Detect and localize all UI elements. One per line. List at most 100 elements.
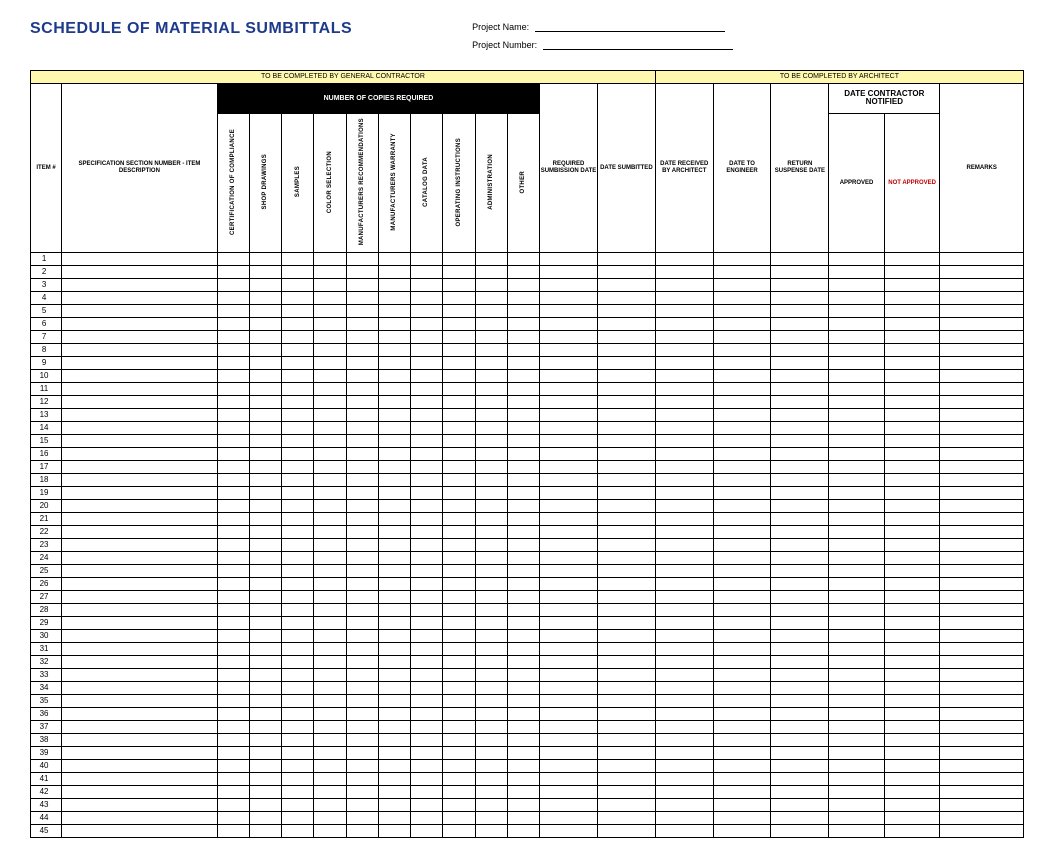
- table-row: 11: [31, 383, 1024, 396]
- cell: [655, 682, 713, 695]
- cell: [597, 448, 655, 461]
- cell: [771, 591, 829, 604]
- cell: [829, 591, 885, 604]
- cell: [62, 669, 218, 682]
- cell: [655, 487, 713, 500]
- cell: [829, 565, 885, 578]
- cell: [62, 656, 218, 669]
- cell: [713, 604, 771, 617]
- cell: [249, 786, 281, 799]
- cell: [771, 344, 829, 357]
- cell: [62, 305, 218, 318]
- cell: [540, 734, 598, 747]
- cell: [62, 539, 218, 552]
- cell: [713, 565, 771, 578]
- row-number: 30: [31, 630, 62, 643]
- cell: [475, 734, 507, 747]
- cell: [62, 604, 218, 617]
- cell: [475, 682, 507, 695]
- cell: [713, 435, 771, 448]
- cell: [655, 357, 713, 370]
- cell: [217, 760, 249, 773]
- cell: [443, 682, 475, 695]
- cell: [411, 266, 443, 279]
- cell: [507, 461, 539, 474]
- cell: [940, 500, 1024, 513]
- cell: [443, 760, 475, 773]
- cell: [249, 318, 281, 331]
- cell: [443, 578, 475, 591]
- cell: [540, 279, 598, 292]
- cell: [507, 734, 539, 747]
- cell: [249, 461, 281, 474]
- cell: [314, 396, 346, 409]
- cell: [346, 435, 378, 448]
- cell: [314, 708, 346, 721]
- row-number: 41: [31, 773, 62, 786]
- cell: [282, 422, 314, 435]
- table-row: 13: [31, 409, 1024, 422]
- cell: [62, 526, 218, 539]
- cell: [884, 422, 940, 435]
- cell: [940, 565, 1024, 578]
- cell: [62, 786, 218, 799]
- cell: [597, 292, 655, 305]
- cell: [475, 786, 507, 799]
- cell: [443, 331, 475, 344]
- cell: [62, 409, 218, 422]
- cell: [829, 721, 885, 734]
- cell: [713, 474, 771, 487]
- cell: [217, 786, 249, 799]
- cell: [314, 331, 346, 344]
- cell: [443, 552, 475, 565]
- cell: [378, 344, 410, 357]
- cell: [282, 487, 314, 500]
- cell: [507, 773, 539, 786]
- cell: [884, 669, 940, 682]
- cell: [507, 279, 539, 292]
- cell: [655, 721, 713, 734]
- cell: [282, 448, 314, 461]
- cell: [940, 812, 1024, 825]
- cell: [940, 318, 1024, 331]
- cell: [771, 695, 829, 708]
- cell: [940, 448, 1024, 461]
- cell: [217, 253, 249, 266]
- cell: [411, 357, 443, 370]
- cell: [771, 682, 829, 695]
- cell: [411, 539, 443, 552]
- cell: [597, 578, 655, 591]
- cell: [346, 604, 378, 617]
- cell: [411, 292, 443, 305]
- col-date-to-eng: DATE TO ENGINEER: [713, 83, 771, 252]
- cell: [771, 812, 829, 825]
- cell: [378, 604, 410, 617]
- cell: [829, 604, 885, 617]
- cell: [217, 721, 249, 734]
- cell: [346, 474, 378, 487]
- cell: [507, 396, 539, 409]
- cell: [940, 487, 1024, 500]
- table-row: 15: [31, 435, 1024, 448]
- cell: [217, 799, 249, 812]
- cell: [713, 253, 771, 266]
- cell: [884, 591, 940, 604]
- cell: [282, 669, 314, 682]
- cell: [507, 578, 539, 591]
- cell: [314, 344, 346, 357]
- cell: [411, 474, 443, 487]
- cell: [540, 669, 598, 682]
- cell: [540, 500, 598, 513]
- table-row: 39: [31, 747, 1024, 760]
- cell: [597, 773, 655, 786]
- cell: [771, 565, 829, 578]
- cell: [507, 630, 539, 643]
- cell: [346, 799, 378, 812]
- cell: [62, 253, 218, 266]
- cell: [62, 760, 218, 773]
- cell: [346, 656, 378, 669]
- cell: [475, 539, 507, 552]
- cell: [443, 474, 475, 487]
- cell: [475, 656, 507, 669]
- cell: [540, 812, 598, 825]
